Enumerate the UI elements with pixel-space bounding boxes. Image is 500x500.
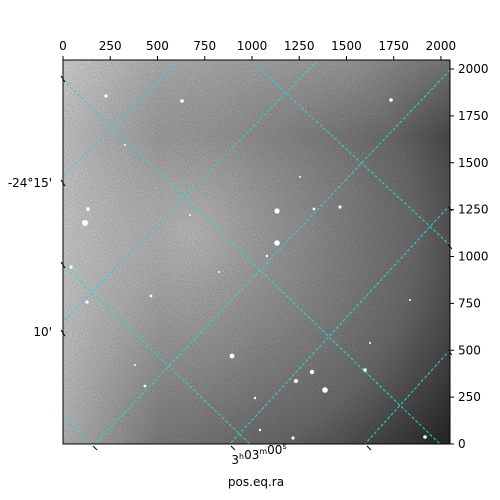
star <box>143 384 147 388</box>
star <box>104 94 108 98</box>
star <box>309 369 315 375</box>
y-tick-label: 1250 <box>458 203 489 217</box>
x-axis-top: 0 250 500 750 1000 1250 1500 1750 2000 <box>59 39 456 60</box>
x-axis-label: pos.eq.ra <box>228 475 284 489</box>
star <box>265 254 269 258</box>
star <box>312 207 316 211</box>
star <box>180 99 184 103</box>
y-tick-label: 500 <box>458 343 481 357</box>
y-tick-label: 2000 <box>458 62 489 76</box>
x-tick-label: 0 <box>59 39 67 53</box>
star <box>82 220 88 226</box>
star <box>294 379 298 383</box>
y-tick-label: 750 <box>458 296 481 310</box>
star <box>291 436 295 440</box>
grid-line <box>229 204 450 444</box>
x-tick-label: 1000 <box>237 39 268 53</box>
grid-line <box>94 69 450 444</box>
star <box>69 265 73 269</box>
grid-line <box>63 60 319 323</box>
wcs-right-ticks <box>447 205 453 356</box>
grid-line <box>364 349 450 444</box>
y-tick-label: 1750 <box>458 109 489 123</box>
wcs-grid <box>63 60 450 444</box>
star <box>389 98 393 102</box>
star <box>218 271 220 273</box>
y-tick-label: 250 <box>458 390 481 404</box>
y-tick-label: 1500 <box>458 156 489 170</box>
star <box>229 353 235 359</box>
y-tick-label: 1000 <box>458 250 489 264</box>
x-tick-label: 750 <box>193 39 216 53</box>
grid-line <box>63 79 441 444</box>
star <box>258 428 262 432</box>
x-tick-label: 2000 <box>426 39 457 53</box>
star <box>189 214 191 216</box>
x-tick-label: 1750 <box>378 39 409 53</box>
star <box>134 364 136 366</box>
image-frame <box>62 59 451 445</box>
x-tick-label: 1500 <box>331 39 362 53</box>
stars <box>69 94 427 440</box>
star <box>149 294 153 298</box>
star <box>338 205 342 209</box>
x-tick-label: 1250 <box>284 39 315 53</box>
star <box>124 144 126 146</box>
grid-line <box>63 264 251 444</box>
dec-tick-label: -24°15' <box>8 176 52 190</box>
ra-tick-label: 3h03m00s <box>231 442 286 467</box>
grid-line <box>63 60 181 177</box>
wcs-left-axis: -24°15' 10' <box>8 75 66 339</box>
sky-image <box>63 60 450 444</box>
star <box>86 207 90 211</box>
x-tick-label: 250 <box>99 39 122 53</box>
wcs-bottom-axis: 3h03m00s pos.eq.ra <box>92 442 372 489</box>
star <box>363 368 367 372</box>
star <box>253 396 257 400</box>
star <box>423 435 427 439</box>
dec-tick-label: 10' <box>33 325 52 339</box>
star <box>274 240 280 246</box>
star <box>369 342 371 344</box>
star <box>274 208 280 214</box>
star <box>322 387 328 393</box>
grid-line <box>63 414 91 444</box>
y-axis-right: 0 250 500 750 1000 1250 1500 1750 2000 <box>450 62 489 451</box>
y-tick-label: 0 <box>458 437 466 451</box>
star <box>409 299 411 301</box>
x-tick-label: 500 <box>146 39 169 53</box>
star <box>299 176 301 178</box>
grid-line <box>249 60 450 246</box>
star <box>85 300 89 304</box>
